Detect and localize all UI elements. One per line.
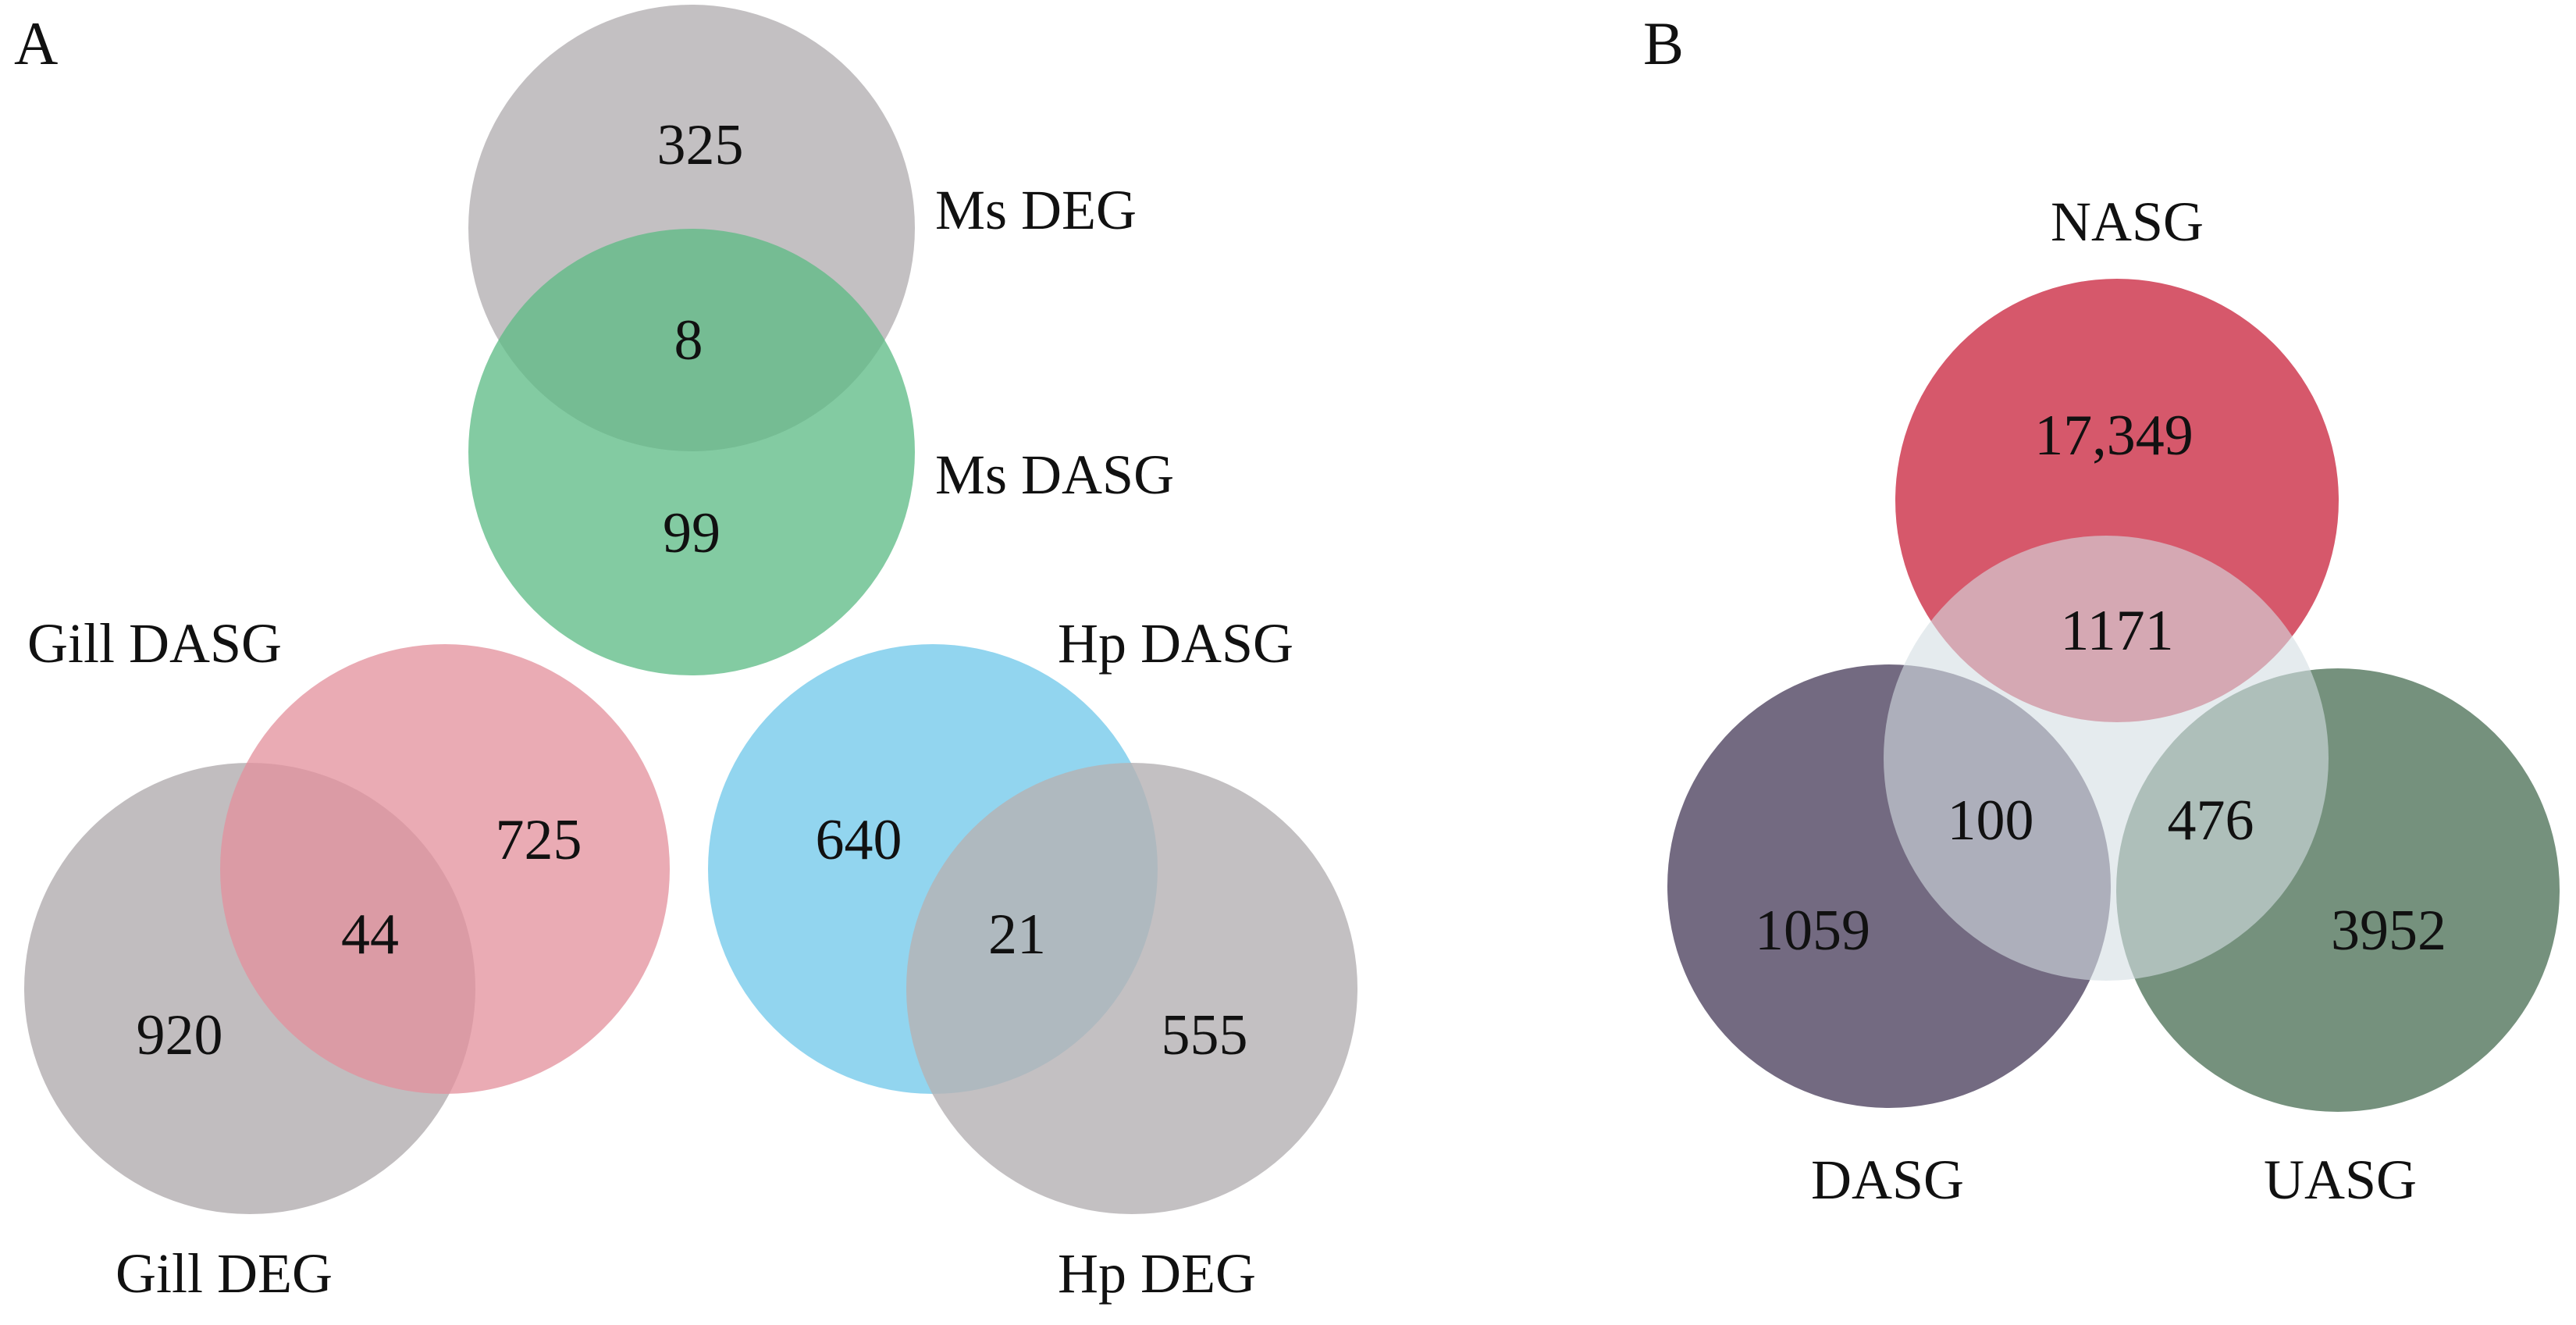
gill-dasg-circle [220, 644, 670, 1094]
nasg-label: NASG [2051, 191, 2204, 253]
hp-deg-circle [906, 763, 1357, 1214]
uasg-label: UASG [2264, 1149, 2417, 1211]
hp-deg-label: Hp DEG [1058, 1242, 1256, 1305]
gill-dasg-only-value: 725 [496, 808, 582, 872]
dasg-center-value: 100 [1948, 789, 2034, 853]
hp-dasg-label: Hp DASG [1058, 612, 1293, 675]
hp-deg-only-value: 555 [1162, 1003, 1248, 1067]
nasg-only-value: 17,349 [2034, 404, 2194, 468]
gill-dasg-label: Gill DASG [27, 612, 282, 675]
dasg-label: DASG [1811, 1149, 1964, 1211]
gill-deg-only-value: 920 [137, 1003, 223, 1067]
center-circle [1884, 536, 2329, 981]
ms-dasg-label: Ms DASG [935, 443, 1174, 506]
dasg-only-value: 1059 [1755, 899, 1870, 963]
hp-dasg-only-value: 640 [816, 808, 902, 872]
nasg-center-value: 1171 [2060, 599, 2173, 663]
ms-deg-only-value: 325 [657, 113, 744, 177]
ms-dasg-circle [468, 229, 915, 675]
gill-deg-label: Gill DEG [116, 1242, 333, 1305]
panel-a-letter: A [14, 9, 58, 77]
panel-b-letter: B [1643, 9, 1684, 77]
gill-shared-value: 44 [341, 903, 399, 967]
ms-dasg-only-value: 99 [663, 501, 720, 565]
ms-shared-value: 8 [674, 308, 703, 372]
hp-shared-value: 21 [988, 903, 1046, 967]
uasg-center-value: 476 [2168, 789, 2254, 853]
ms-deg-label: Ms DEG [935, 179, 1137, 241]
uasg-only-value: 3952 [2331, 899, 2446, 963]
